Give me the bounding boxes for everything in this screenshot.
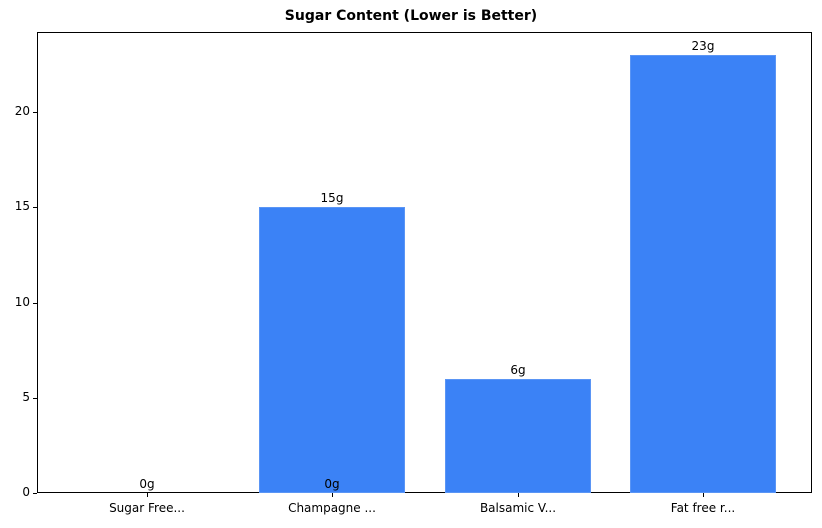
chart-title: Sugar Content (Lower is Better) xyxy=(284,8,538,24)
bar xyxy=(630,54,776,493)
y-tick-label: 5 xyxy=(22,390,30,404)
plot-area xyxy=(37,32,812,493)
bar xyxy=(445,378,591,493)
y-tick xyxy=(33,398,37,399)
x-tick-label: Balsamic V... xyxy=(479,501,557,515)
x-tick xyxy=(703,493,704,497)
y-tick-label: 20 xyxy=(14,104,30,118)
bar-value-label: 15g xyxy=(320,191,344,206)
y-tick xyxy=(33,493,37,494)
x-tick-label: Sugar Free... xyxy=(109,501,185,515)
y-tick-label: 0 xyxy=(22,485,30,499)
x-tick xyxy=(147,493,148,497)
x-tick-label: Champagne ... xyxy=(288,501,376,515)
x-tick xyxy=(332,493,333,497)
bar-value-label: 23g xyxy=(691,38,715,53)
x-tick-label: Fat free r... xyxy=(670,501,736,515)
x-tick xyxy=(518,493,519,497)
y-tick-label: 15 xyxy=(14,199,30,213)
bar-value-label: 6g xyxy=(510,362,526,377)
y-tick xyxy=(33,303,37,304)
bar-value-label: 0g xyxy=(139,477,155,491)
y-tick xyxy=(33,207,37,208)
y-tick xyxy=(33,112,37,113)
bar xyxy=(259,207,405,493)
y-tick-label: 10 xyxy=(14,295,30,309)
annotation-label: 0g xyxy=(324,477,340,491)
